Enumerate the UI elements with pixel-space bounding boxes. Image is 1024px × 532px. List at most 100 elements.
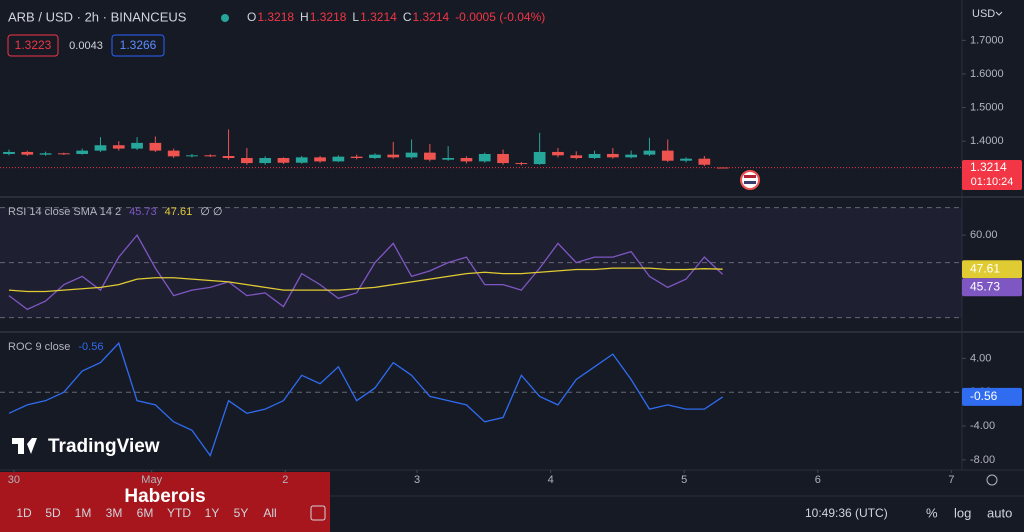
candle-body [277, 158, 290, 163]
change: -0.0005 (-0.04%) [455, 10, 545, 24]
candle-body [643, 150, 656, 155]
candle-body [204, 155, 217, 157]
candle-body [314, 157, 326, 162]
indicator-legend: ROC 9 close [8, 341, 70, 353]
y-tick-label: 4.00 [970, 352, 991, 364]
tv-logo [12, 438, 37, 454]
auto-toggle[interactable]: auto [987, 505, 1012, 520]
legend-value: -0.56 [78, 341, 103, 353]
settings-icon[interactable] [986, 474, 998, 486]
indicator-line [8, 267, 723, 293]
candle-body [588, 153, 601, 159]
candle-body [369, 154, 381, 159]
range-button[interactable]: 1D [16, 506, 32, 520]
candle-body [405, 152, 418, 158]
candle-body [661, 150, 674, 161]
ohlc-value: 1.3214 [360, 10, 397, 24]
ohlc-key: O [247, 10, 256, 24]
candle-body [3, 151, 15, 154]
legend-value: 47.61 [165, 206, 193, 218]
y-tick-label: 1.5000 [970, 101, 1004, 113]
dropdown-icon[interactable] [995, 11, 1003, 16]
value-badge-text: -0.56 [970, 389, 998, 403]
legend-value: 45.73 [129, 206, 157, 218]
x-tick-label: 3 [414, 474, 420, 486]
value-badge-text: 47.61 [970, 261, 1000, 275]
spread: 0.0043 [69, 40, 103, 52]
flag-stripe [744, 181, 756, 184]
legend-nulls: ∅ ∅ [200, 206, 222, 218]
percent-toggle[interactable]: % [926, 505, 938, 520]
price-badge [962, 160, 1022, 190]
candle-body [552, 151, 564, 156]
banner [0, 472, 330, 532]
range-button[interactable]: 5D [45, 506, 61, 520]
candle-body [460, 158, 473, 162]
candle-body [515, 163, 528, 165]
ohlc-value: 1.3214 [412, 10, 449, 24]
buy-price[interactable]: 1.3266 [120, 38, 157, 52]
candle-body [570, 155, 583, 159]
candle-body [58, 153, 70, 155]
currency[interactable]: USD [972, 8, 995, 20]
symbol-title: ARB / USD · 2h · BINANCEUS [8, 9, 187, 24]
range-button[interactable]: All [263, 506, 276, 520]
status-dot [221, 14, 229, 22]
sell-box[interactable] [7, 34, 59, 57]
banner-text: Haberois [124, 486, 205, 507]
ohlc-value: 1.3218 [310, 10, 347, 24]
candle-body [698, 158, 711, 165]
candle-body [680, 158, 692, 161]
candle-body [39, 153, 52, 155]
sell-price[interactable]: 1.3223 [15, 38, 52, 52]
buy-box[interactable] [111, 34, 165, 57]
range-button[interactable]: 1Y [205, 506, 220, 520]
range-button[interactable]: 1M [75, 506, 92, 520]
range-button[interactable]: 3M [106, 506, 123, 520]
candle-body [533, 151, 546, 165]
range-button[interactable]: YTD [167, 506, 191, 520]
x-tick-label: 4 [548, 474, 554, 486]
candle-body [442, 158, 455, 160]
candle-body [167, 150, 180, 157]
date-range-icon[interactable] [310, 505, 326, 521]
x-tick-label: 2 [282, 474, 288, 486]
candle-body [259, 158, 272, 164]
x-tick-label: 6 [815, 474, 821, 486]
candle-body [76, 150, 89, 154]
ohlc-value: 1.3218 [257, 10, 294, 24]
candle-body [497, 153, 509, 164]
indicator-line [8, 341, 724, 458]
x-tick-label: 30 [8, 474, 20, 486]
ohlc-key: C [403, 10, 412, 24]
ohlc-key: H [300, 10, 309, 24]
x-tick-label: 7 [948, 474, 954, 486]
watermark: TradingView [48, 436, 160, 457]
candle-body [131, 142, 143, 149]
candle-body [716, 167, 729, 169]
value-badge [962, 387, 1022, 406]
indicator-legend: RSI 14 close SMA 14 2 [8, 206, 121, 218]
indicator-line [8, 233, 724, 311]
range-button[interactable]: 5Y [234, 506, 249, 520]
log-toggle[interactable]: log [954, 505, 971, 520]
candle-body [186, 155, 198, 157]
candle-body [478, 153, 491, 162]
last-price-label: 1.3214 [970, 160, 1007, 174]
candle-body [21, 151, 34, 155]
candle-body [606, 153, 619, 158]
value-badge [962, 260, 1022, 279]
candle-body [149, 142, 162, 151]
clock: 10:49:36 (UTC) [805, 506, 888, 520]
range-button[interactable]: 6M [137, 506, 154, 520]
candle-body [350, 156, 363, 159]
y-tick-label: 1.4000 [970, 135, 1004, 147]
candle-body [387, 154, 400, 158]
candle-body [112, 145, 125, 149]
ohlc-key: L [352, 10, 359, 24]
value-badge [962, 278, 1022, 297]
candle-body [295, 157, 308, 163]
flag-icon[interactable] [740, 170, 760, 190]
